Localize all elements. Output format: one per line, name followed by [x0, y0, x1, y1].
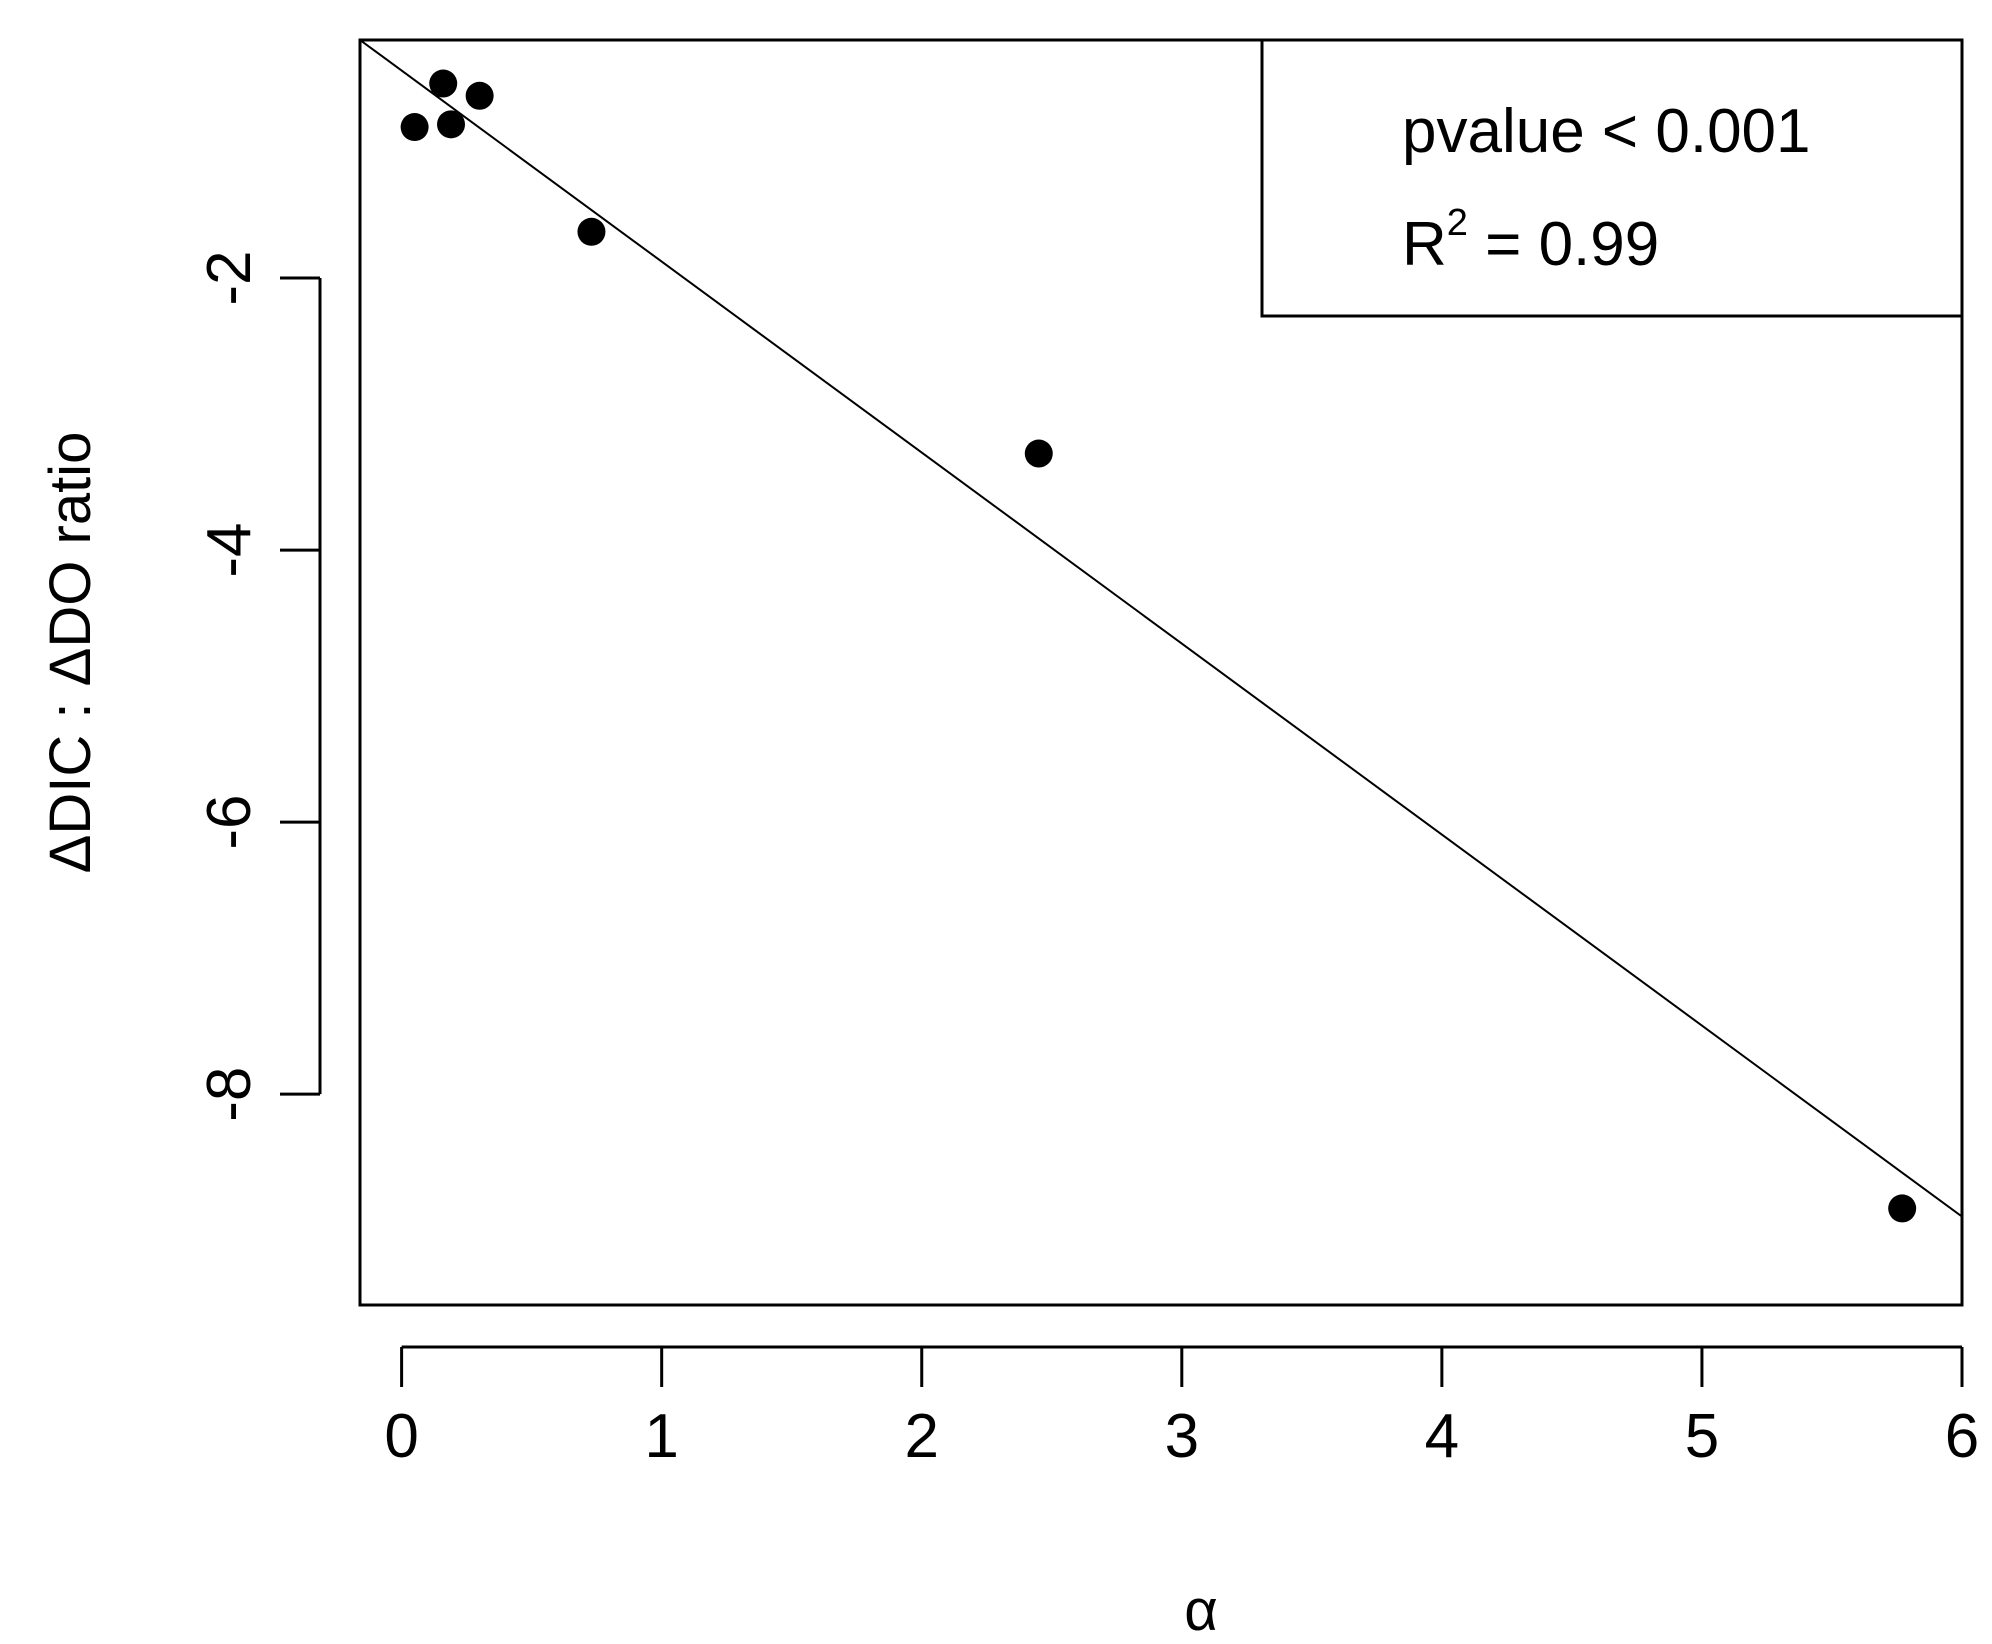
- data-point: [465, 81, 494, 110]
- legend-r2-suffix: = 0.99: [1468, 210, 1659, 279]
- y-tick-label: -8: [195, 1067, 264, 1122]
- y-axis: -2 -4 -6 -8: [195, 250, 322, 1122]
- data-point: [429, 69, 458, 98]
- data-points: [400, 69, 1917, 1223]
- x-tick-label: 6: [1945, 1402, 1979, 1471]
- legend-pvalue: pvalue < 0.001: [1402, 97, 1811, 166]
- legend-r2: R2 = 0.99: [1402, 202, 1659, 279]
- x-axis: 0 1 2 3 4 5 6: [384, 1345, 1979, 1471]
- fit-line-group: [360, 40, 1962, 1218]
- data-point: [577, 217, 606, 246]
- data-point: [400, 113, 429, 142]
- legend: pvalue < 0.001 R2 = 0.99: [1260, 38, 1964, 318]
- data-point: [437, 110, 466, 139]
- plot-border: [358, 38, 1964, 1307]
- legend-r2-superscript: 2: [1447, 202, 1468, 244]
- x-tick-label: 4: [1425, 1402, 1459, 1471]
- y-axis-label: ΔDIC : ΔDO ratio: [38, 432, 103, 874]
- data-point: [1888, 1194, 1917, 1223]
- regression-line: [360, 40, 1962, 1218]
- x-tick-label: 2: [904, 1402, 938, 1471]
- legend-box: [1260, 38, 1964, 318]
- x-tick-label: 1: [644, 1402, 678, 1471]
- data-point: [1024, 439, 1053, 468]
- y-tick-label: -2: [195, 250, 264, 305]
- x-tick-label: 0: [384, 1402, 418, 1471]
- x-tick-label: 5: [1685, 1402, 1719, 1471]
- y-tick-label: -6: [195, 795, 264, 850]
- x-tick-label: 3: [1165, 1402, 1199, 1471]
- legend-r2-prefix: R: [1402, 210, 1447, 279]
- y-tick-label: -4: [195, 523, 264, 578]
- x-axis-label: α: [1184, 1578, 1218, 1643]
